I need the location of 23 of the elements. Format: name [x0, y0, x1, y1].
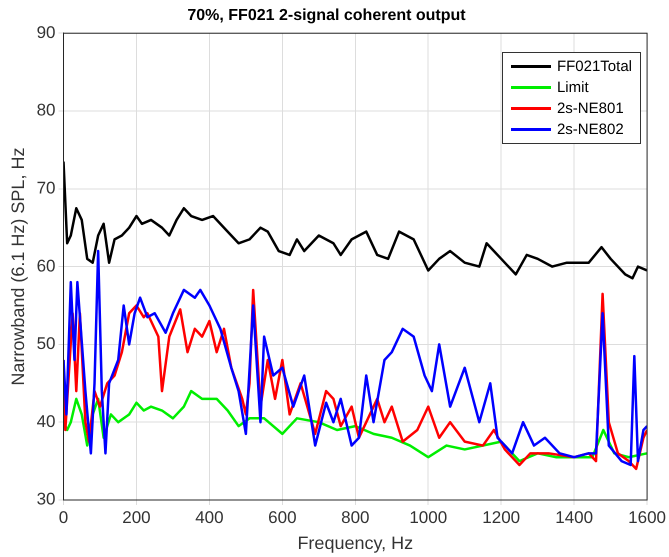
- y-axis-title: Narrowband (6.1 Hz) SPL, Hz: [8, 148, 28, 386]
- legend-label: 2s-NE802: [556, 121, 624, 138]
- x-tick-label: 1200: [482, 508, 520, 527]
- x-tick-label: 1600: [628, 508, 666, 527]
- x-tick-label: 0: [58, 508, 68, 527]
- y-tick-label: 60: [36, 256, 56, 276]
- x-tick-label: 600: [268, 508, 297, 527]
- chart-title: 70%, FF021 2-signal coherent output: [187, 7, 466, 24]
- x-tick-label: 200: [122, 508, 151, 527]
- y-tick-label: 40: [36, 412, 56, 431]
- x-tick-label: 1400: [555, 508, 594, 527]
- y-tick-label: 70: [36, 178, 56, 198]
- legend-label: FF021Total: [556, 58, 632, 75]
- x-axis-title: Frequency, Hz: [297, 533, 414, 554]
- x-tick-label: 800: [341, 508, 370, 527]
- x-tick-label: 1000: [409, 508, 448, 527]
- y-tick-label: 30: [36, 490, 56, 509]
- y-tick-label: 50: [36, 334, 56, 354]
- legend-label: 2s-NE801: [556, 100, 624, 117]
- y-tick-label: 90: [36, 22, 56, 42]
- legend-label: Limit: [556, 79, 589, 96]
- x-tick-label: 400: [195, 508, 224, 527]
- y-tick-label: 80: [36, 100, 56, 120]
